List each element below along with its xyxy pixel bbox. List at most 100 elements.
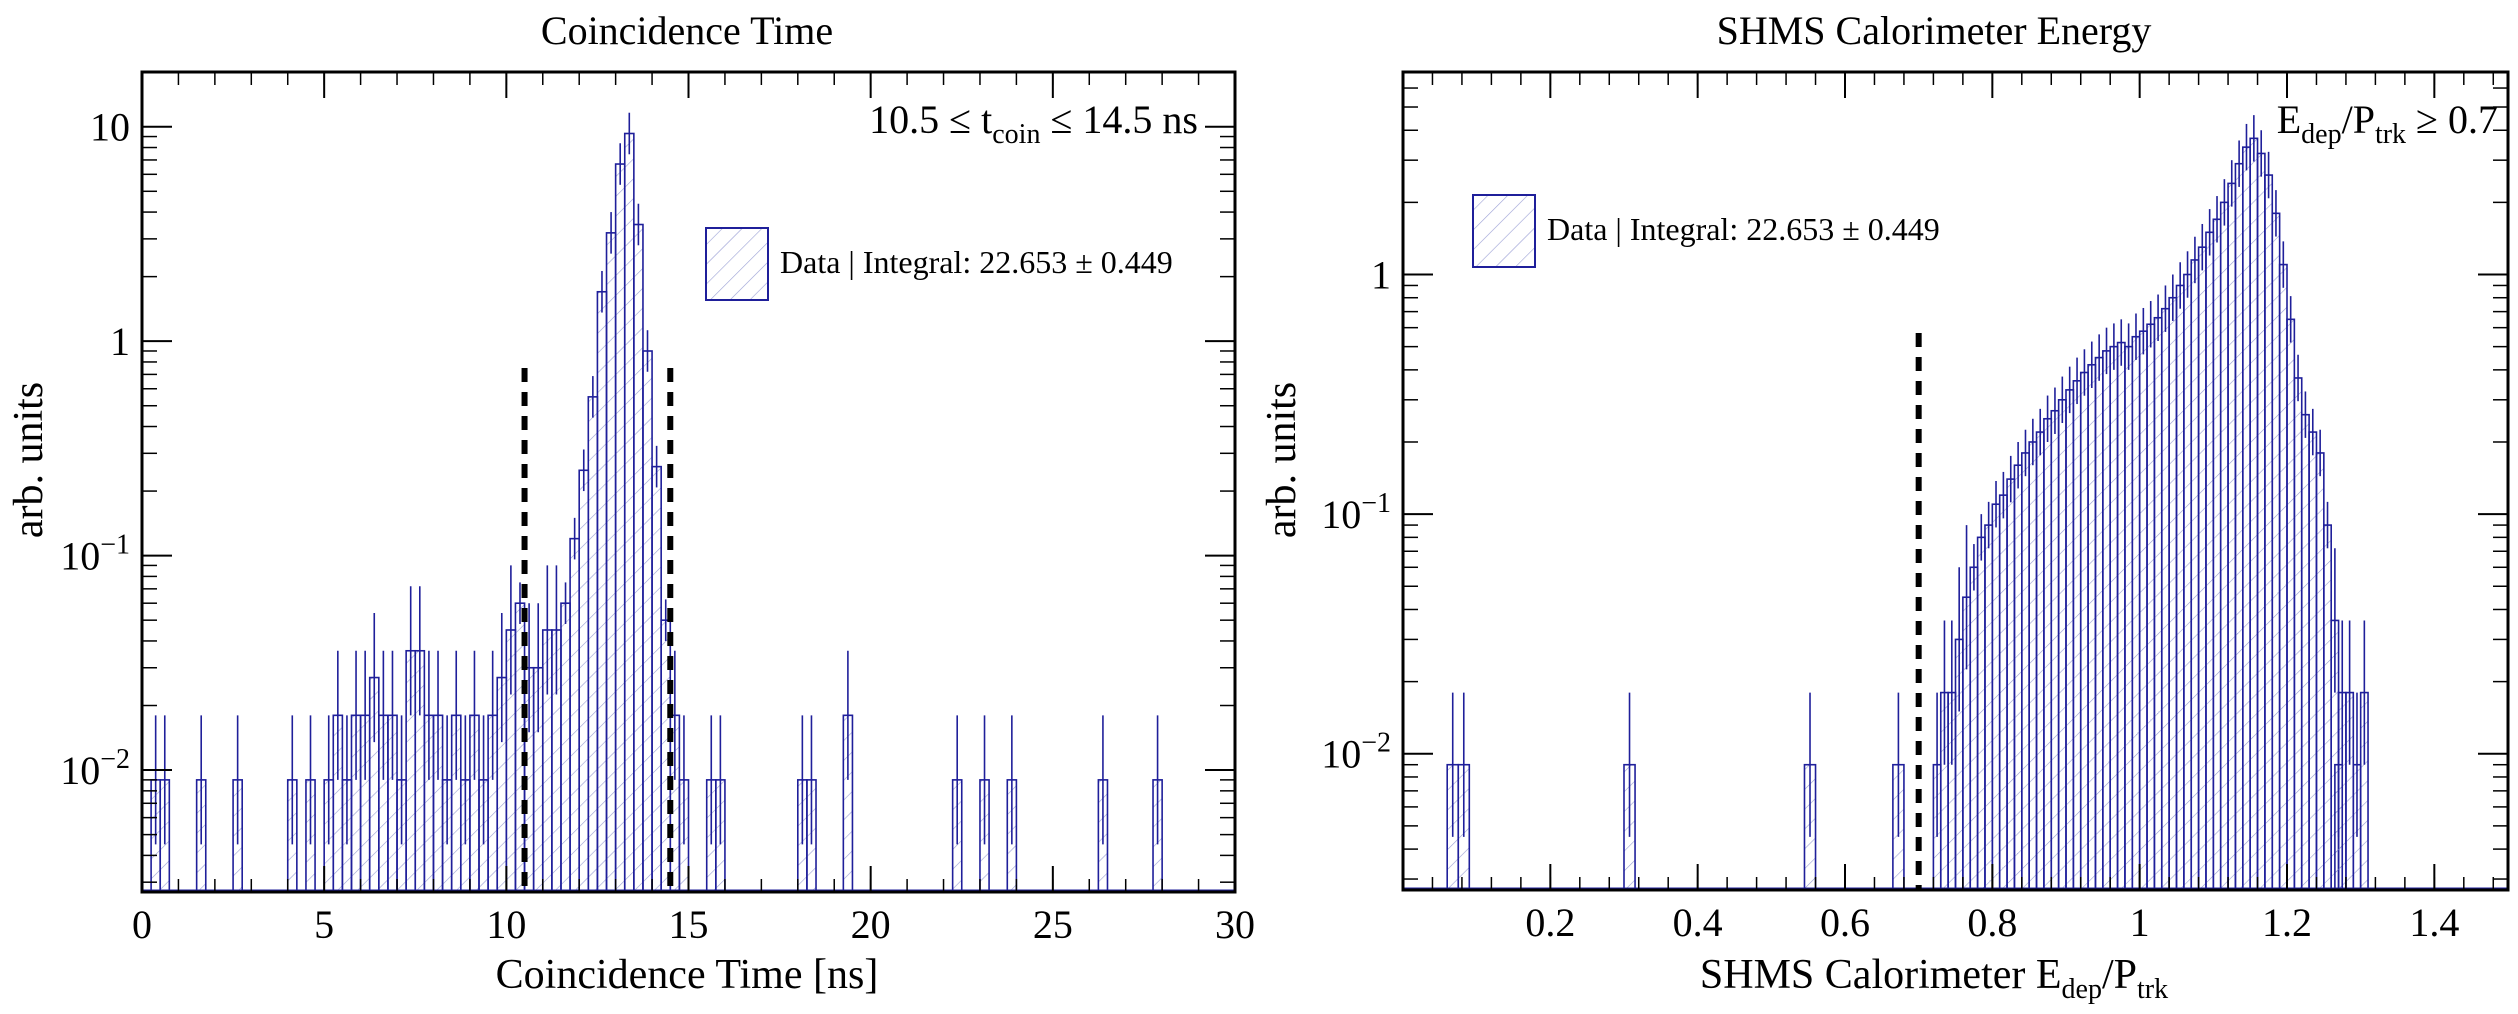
right-xlabel-mid: /P (2102, 952, 2137, 998)
right-histogram-bin (2197, 246, 2207, 891)
left-histogram-bin (614, 163, 626, 893)
left-histogram-bin (578, 469, 590, 893)
left-x-axis-title: Coincidence Time [ns] (496, 952, 879, 998)
right-histogram-bin (2124, 345, 2134, 891)
right-histogram-bin (2057, 398, 2067, 891)
left-histogram-bin (633, 223, 644, 893)
left-cut-annotation: 10.5 ≤ tcoin ≤ 14.5 ns (869, 97, 1198, 150)
left-histogram-bin (642, 350, 653, 893)
right-x-tick-label: 1.4 (2409, 900, 2459, 945)
right-xlabel-sub2: trk (2137, 974, 2168, 1005)
right-plot-frame (1401, 70, 2510, 892)
right-histogram-bin (1984, 524, 1994, 891)
right-histogram-bin (2065, 389, 2075, 891)
left-x-tick-label: 25 (1033, 902, 1073, 947)
right-cut-tail: ≥ 0.7 (2406, 97, 2498, 142)
right-x-tick-label: 0.4 (1673, 900, 1723, 945)
right-histogram-bin (2293, 377, 2303, 891)
right-histogram-bin (2323, 524, 2332, 891)
right-cut-text: E (2277, 97, 2301, 142)
right-cut-mid: /P (2342, 97, 2375, 142)
right-y-tick-label: 1 (1371, 253, 1391, 298)
right-histogram-bin (2043, 417, 2053, 891)
right-x-tick-label: 0.6 (1820, 900, 1870, 945)
left-x-tick-label: 20 (851, 902, 891, 947)
right-histogram-bin (2286, 318, 2296, 891)
left-x-tick-label: 0 (132, 902, 152, 947)
right-histogram-bin (2175, 284, 2185, 891)
right-x-tick-label: 0.8 (1967, 900, 2017, 945)
right-histogram-bin (2190, 259, 2200, 891)
right-histogram-bin (2249, 137, 2259, 891)
right-x-tick-label: 1.2 (2262, 900, 2312, 945)
right-x-tick-label: 0.2 (1525, 900, 1575, 945)
right-histogram-bin (2079, 371, 2089, 891)
left-y-tick-label: 1 (110, 319, 130, 364)
left-x-tick-label: 10 (486, 902, 526, 947)
right-y-axis-title: arb. units (1259, 382, 1305, 538)
left-y-axis-title: arb. units (6, 382, 52, 538)
right-histogram-bin (2102, 350, 2111, 891)
right-histogram-bin (2183, 273, 2193, 891)
right-y-tick-label: 10−2 (1321, 728, 1391, 777)
right-chart-title: SHMS Calorimeter Energy (1717, 8, 2152, 53)
left-cut-text: 10.5 ≤ t (869, 97, 992, 142)
left-chart-title: Coincidence Time (541, 8, 833, 53)
plot-layer: 0 5 10 15 20 25 30 10−2 10−1 1 10 0.2 0.4 0.6 0.8 1 1.2 1… (60, 70, 2510, 947)
right-cut-annotation: Edep/Ptrk ≥ 0.7 (2277, 97, 2498, 150)
left-y-tick-label: 10−1 (60, 530, 130, 579)
right-histogram-bin (2300, 413, 2310, 891)
left-cut-sub: coin (992, 119, 1040, 150)
right-histogram-bin (2146, 323, 2156, 891)
left-y-tick-label: 10 (90, 105, 130, 150)
right-histogram-bin (1976, 536, 1986, 891)
left-histogram-bin (623, 132, 635, 893)
right-x-axis-title: SHMS Calorimeter Edep/Ptrk (1700, 952, 2168, 1005)
right-y-tick-label: 10−1 (1321, 488, 1391, 537)
right-histogram-bin (2264, 174, 2274, 891)
left-x-tick-label: 30 (1215, 902, 1255, 947)
right-histogram-bin (2168, 296, 2178, 891)
right-histogram-bin (2116, 341, 2126, 891)
right-histogram-bin (2227, 182, 2237, 891)
right-histogram-bin (2212, 218, 2222, 891)
left-plot-group: 0 5 10 15 20 25 30 10−2 10−1 1 10 (60, 70, 1255, 947)
right-histogram-bin (2138, 330, 2148, 891)
right-plot-group: 0.2 0.4 0.6 0.8 1 1.2 1.4 10−2 10−1 1 (1321, 70, 2510, 945)
right-histogram-bin (2035, 431, 2045, 891)
right-histogram-bin (2234, 162, 2244, 891)
right-histogram-bin (2256, 152, 2266, 891)
right-cut-sub2: trk (2375, 119, 2406, 150)
right-histogram-bin (2006, 478, 2016, 891)
right-histogram-bin (1969, 566, 1979, 891)
left-cut-tail: ≤ 14.5 ns (1040, 97, 1198, 142)
right-histogram-bin (2308, 431, 2318, 891)
left-histogram-bin (651, 465, 662, 893)
right-histogram-bin (2013, 464, 2023, 891)
right-xlabel-a: SHMS Calorimeter E (1700, 952, 2062, 998)
right-histogram-bin (2160, 307, 2170, 891)
left-histogram-bin (605, 232, 617, 893)
right-histogram-bin (2219, 201, 2229, 891)
right-histogram-bin (2205, 231, 2215, 891)
left-x-tick-label: 15 (669, 902, 709, 947)
right-histogram-bin (2072, 380, 2082, 891)
left-histogram-bin (560, 602, 571, 893)
right-histogram-bin (2242, 146, 2251, 891)
left-y-tick-label: 10−2 (60, 744, 130, 793)
right-legend-label: Data | Integral: 22.653 ± 0.449 (1547, 211, 1940, 247)
right-histogram-bin (1991, 503, 2001, 891)
right-histogram-bin (2315, 452, 2325, 891)
right-histogram-bin (2050, 409, 2060, 891)
right-xlabel-sub1: dep (2062, 974, 2102, 1005)
right-histogram-bin (2109, 345, 2119, 891)
left-histogram-bin (587, 396, 599, 893)
right-histogram-bin (1998, 494, 2008, 891)
right-histogram-bin (2021, 452, 2030, 891)
left-x-tick-label: 5 (314, 902, 334, 947)
left-plot-frame (140, 70, 1237, 894)
right-x-tick-label: 1 (2130, 900, 2150, 945)
right-cut-sub1: dep (2301, 119, 2341, 150)
right-histogram-bin (2271, 212, 2281, 891)
